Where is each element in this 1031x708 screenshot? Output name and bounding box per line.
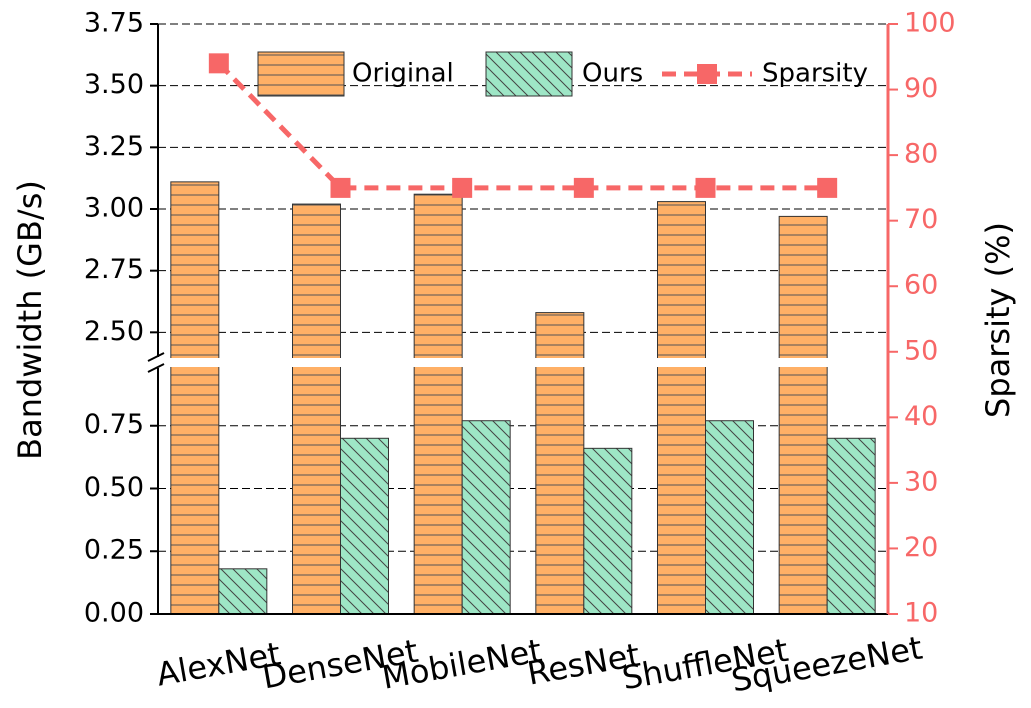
y-tick-label: 0.00 xyxy=(84,598,144,629)
y2-tick-label: 20 xyxy=(904,532,938,563)
bar xyxy=(583,447,633,615)
bar xyxy=(340,437,389,615)
y2-tick-label: 10 xyxy=(904,598,938,629)
y-tick-label: 3.25 xyxy=(84,131,144,162)
bar xyxy=(705,420,754,615)
bar xyxy=(461,420,511,615)
y-tick-label: 0.75 xyxy=(84,409,144,440)
sparsity-marker xyxy=(330,177,351,198)
legend-swatch xyxy=(485,51,573,97)
legend-label: Original xyxy=(352,59,454,89)
bar xyxy=(778,215,828,615)
bar xyxy=(826,437,876,615)
axis-break xyxy=(148,358,888,367)
y2-tick-label: 100 xyxy=(904,8,956,39)
y-tick-label: 3.00 xyxy=(84,193,144,224)
y-axis-title: Bandwidth (GB/s) xyxy=(11,180,49,460)
y-tick-label: 0.25 xyxy=(84,535,144,566)
sparsity-marker xyxy=(695,177,716,198)
y2-tick-label: 70 xyxy=(904,204,938,235)
bar xyxy=(218,568,268,615)
y2-tick-label: 40 xyxy=(904,401,938,432)
sparsity-marker xyxy=(573,177,594,198)
bar xyxy=(413,193,463,615)
bar xyxy=(292,203,341,615)
break-mark xyxy=(147,352,165,362)
y-tick-label: 2.75 xyxy=(84,254,144,285)
y2-tick-label: 80 xyxy=(904,139,938,170)
sparsity-line xyxy=(217,61,828,191)
sparsity-marker xyxy=(452,177,473,198)
bar xyxy=(657,201,706,615)
y-tick-label: 3.75 xyxy=(84,8,144,39)
legend-label: Sparsity xyxy=(762,59,868,89)
y2-tick-label: 30 xyxy=(904,466,938,497)
legend-swatch xyxy=(257,51,345,97)
y2-tick-label: 60 xyxy=(904,270,938,301)
y-tick-label: 3.50 xyxy=(84,69,144,100)
y-tick-label: 2.50 xyxy=(84,316,144,347)
sparsity-marker xyxy=(817,177,838,198)
legend-label: Ours xyxy=(582,59,643,89)
legend-swatch xyxy=(697,64,717,84)
y-tick-label: 0.50 xyxy=(84,472,144,503)
bar xyxy=(535,312,585,615)
y2-tick-label: 50 xyxy=(904,335,938,366)
break-mark xyxy=(147,363,165,373)
y2-axis-title: Sparsity (%) xyxy=(979,222,1017,418)
bar xyxy=(170,181,220,615)
y2-tick-label: 90 xyxy=(904,73,938,104)
sparsity-marker xyxy=(208,53,229,74)
